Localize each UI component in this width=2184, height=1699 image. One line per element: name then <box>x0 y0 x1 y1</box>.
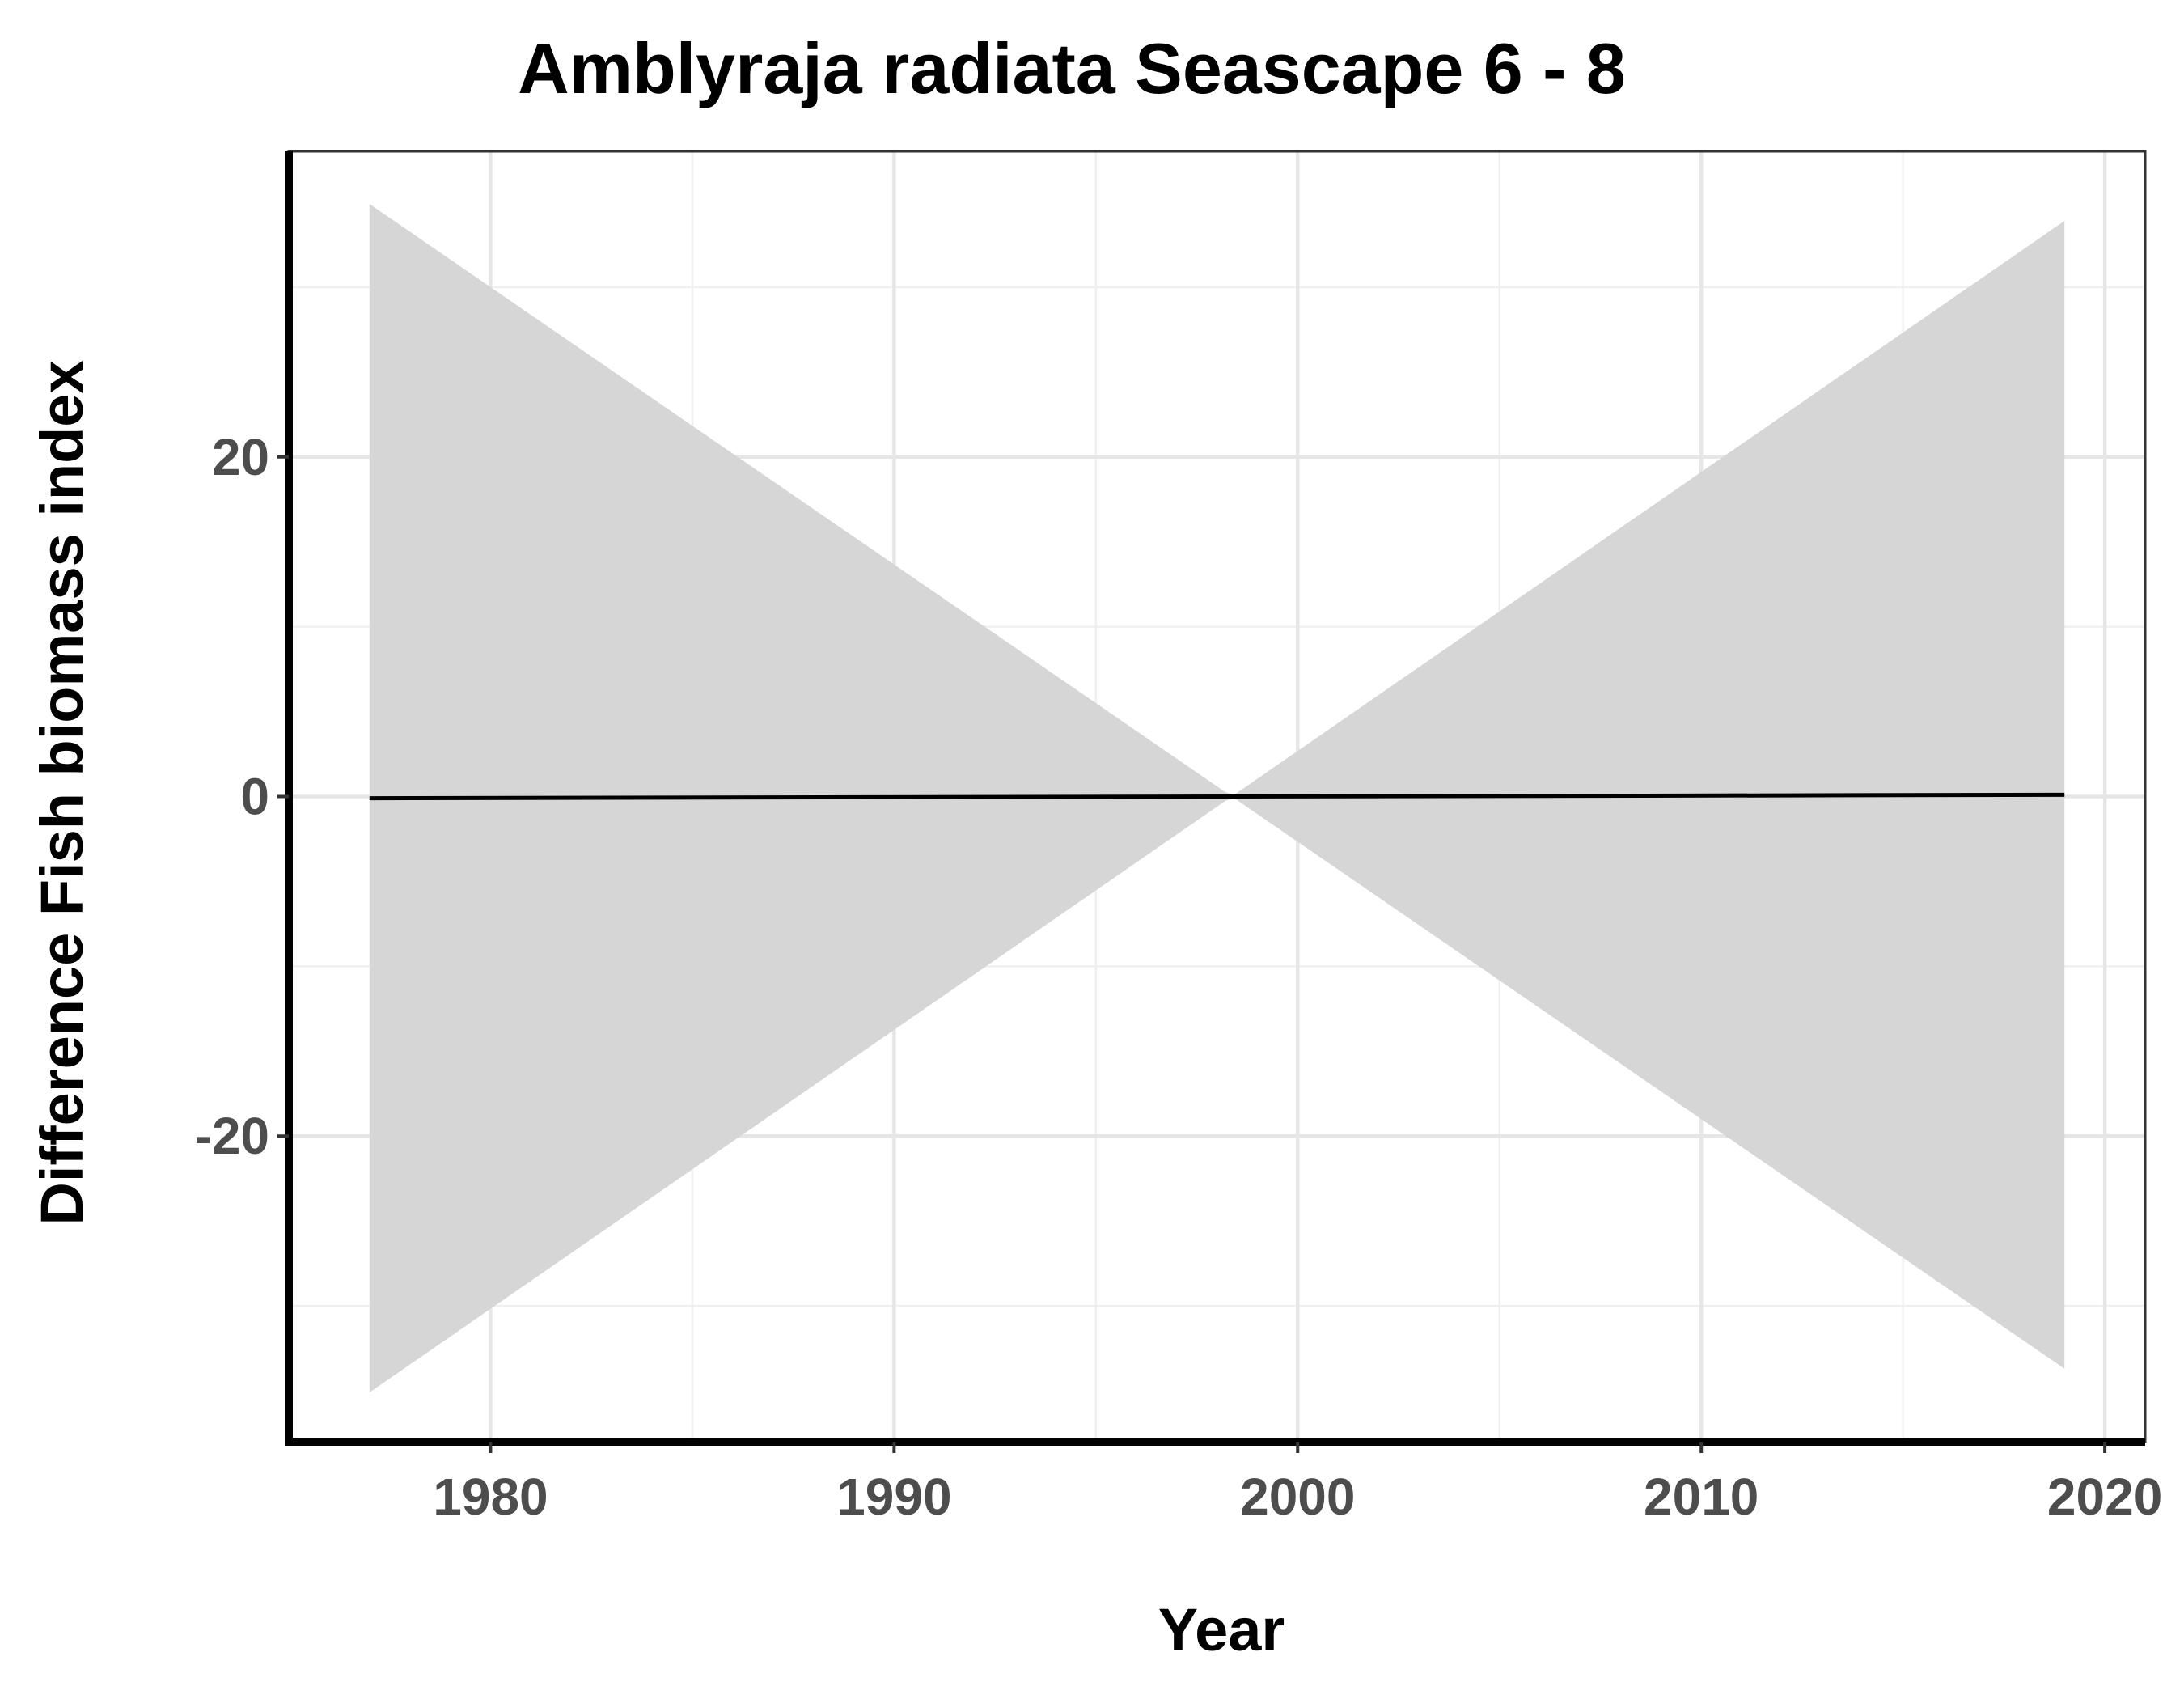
y-tick-label: 0 <box>240 768 269 826</box>
x-tick-label: 1980 <box>433 1468 548 1526</box>
y-tick-label: 20 <box>212 428 269 486</box>
x-tick-label: 2020 <box>2047 1468 2162 1526</box>
chart-title: Amblyraja radiata Seascape 6 - 8 <box>518 28 1626 108</box>
y-axis-title: Difference Fish biomass index <box>28 360 95 1225</box>
axes <box>277 150 2147 1453</box>
x-tick-label: 2000 <box>1240 1468 1355 1526</box>
x-axis-title: Year <box>1158 1596 1285 1663</box>
tick-labels: 1980 1990 2000 2010 2020 -20 0 20 <box>195 428 2163 1526</box>
y-tick-label: -20 <box>195 1107 270 1165</box>
trend-line <box>369 792 2065 801</box>
x-tick-label: 2010 <box>1644 1468 1759 1526</box>
x-tick-label: 1990 <box>836 1468 951 1526</box>
trend-line-layer <box>369 792 2065 801</box>
